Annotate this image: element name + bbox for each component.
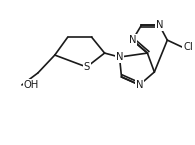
- Text: N: N: [156, 20, 163, 30]
- Text: S: S: [83, 62, 90, 72]
- Text: N: N: [116, 52, 123, 62]
- Text: N: N: [136, 80, 143, 90]
- Text: OH: OH: [24, 80, 39, 90]
- Text: Cl: Cl: [183, 42, 193, 52]
- Text: N: N: [129, 35, 136, 45]
